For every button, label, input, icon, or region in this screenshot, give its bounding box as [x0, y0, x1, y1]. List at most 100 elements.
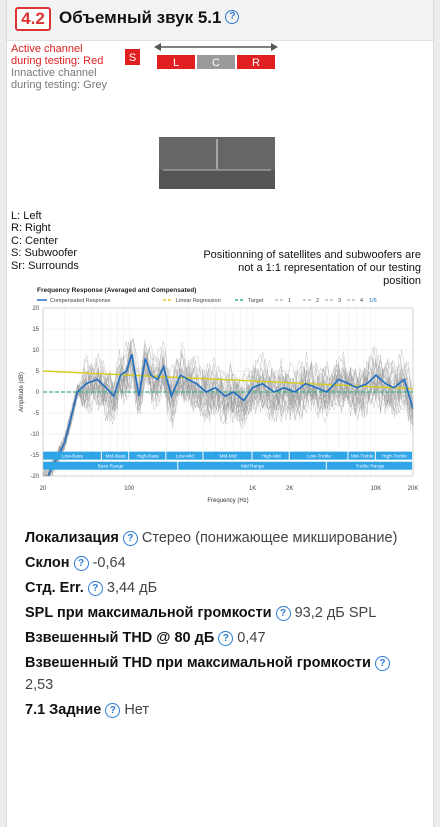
band-label: High-Bass [137, 453, 160, 459]
prop-value: 2,53 [25, 677, 54, 693]
y-tick-label: -5 [34, 411, 40, 417]
legend-label: Linear Regression [176, 298, 221, 304]
band-label: Treble Range [355, 464, 384, 470]
help-icon[interactable]: ? [374, 655, 390, 671]
help-icon[interactable]: ? [218, 630, 234, 646]
key-item: L: Left [11, 210, 42, 222]
band-label: Mid-Mid [219, 453, 236, 459]
prop-row: Взвешенный THD при максимальной громкост… [25, 652, 425, 696]
legend-label: 1/6 [369, 298, 377, 304]
y-tick-label: 10 [32, 348, 39, 354]
prop-row: Стд. Err.? 3,44 дБ [25, 577, 425, 599]
measurement-trace [43, 352, 414, 477]
positioning-note: Positionning of satellites and subwoofer… [203, 249, 421, 288]
legend-inactive-line: during testing: Grey [11, 79, 107, 91]
band-bar [166, 451, 203, 460]
legend-label: Target [248, 298, 264, 304]
prop-label: 7.1 Задние [25, 702, 102, 718]
note-line: Positionning of satellites and subwoofer… [203, 249, 421, 261]
chart-title: Frequency Response (Averaged and Compens… [37, 287, 196, 294]
section-title: Объемный звук 5.1? [59, 8, 240, 28]
prop-value: 3,44 дБ [106, 580, 158, 596]
measurement-trace [42, 348, 414, 477]
x-axis-label: Frequency (Hz) [207, 498, 248, 504]
subwoofer-label: S [129, 52, 136, 64]
key-item: C: Center [11, 234, 59, 247]
band-label: Mid Range [241, 464, 265, 470]
frequency-response-chart: Frequency Response (Averaged and Compens… [13, 286, 419, 518]
band-label: High-Mid [262, 453, 282, 459]
legend-inactive: Innactive channel during testing: Grey [11, 67, 107, 91]
band-bar [375, 451, 412, 460]
width-arrow [154, 43, 278, 51]
y-tick-label: 0 [36, 390, 40, 396]
band-bar [101, 451, 129, 460]
prop-value: Стерео (понижающее микширование) [141, 530, 398, 546]
speaker-right [237, 55, 275, 69]
legend-active-line: Active channel [11, 43, 83, 55]
plot-border [42, 307, 414, 477]
band-label: Low-Bass [62, 453, 84, 459]
band-label: Mid-Treble [351, 453, 374, 459]
help-icon[interactable]: ? [87, 580, 103, 596]
band-bar [289, 451, 348, 460]
prop-row: Взвешенный THD @ 80 дБ? 0,47 [25, 627, 425, 649]
legend-active: Active channel during testing: Red [11, 43, 103, 67]
band-label: Low-Treble [307, 453, 331, 459]
prop-value: Нет [124, 702, 150, 718]
legend-label: 4 [360, 298, 363, 304]
x-tick-label: 10K [371, 486, 382, 492]
band-bar [203, 451, 252, 460]
prop-value: -0,64 [92, 555, 126, 571]
key-item: R: Right [11, 222, 51, 235]
help-icon[interactable]: ? [73, 555, 89, 571]
y-tick-label: 5 [36, 369, 40, 375]
legend-active-line: during testing: Red [11, 55, 104, 67]
help-icon[interactable]: ? [122, 530, 138, 546]
prop-row: Локализация? Стерео (понижающее микширов… [25, 527, 425, 549]
band-bar [43, 451, 101, 460]
band-bar [178, 461, 326, 470]
legend-label: 2 [316, 298, 319, 304]
prop-value: 0,47 [237, 630, 266, 646]
legend-label: Compensated Response [50, 298, 111, 304]
legend-inactive-line: Innactive channel [11, 67, 97, 79]
band-bar [43, 461, 178, 470]
help-icon[interactable]: ? [225, 9, 240, 24]
prop-label: Склон [25, 555, 70, 571]
band-bar [348, 451, 375, 460]
help-icon[interactable]: ? [275, 605, 291, 621]
subwoofer-box [125, 49, 140, 65]
speaker-diagram: S L C R [125, 43, 278, 189]
y-tick-label: -20 [30, 474, 39, 480]
speaker-left-label: L [173, 57, 179, 69]
couch-icon [159, 137, 275, 189]
x-tick-label: 20 [40, 486, 47, 492]
prop-label: Локализация [25, 530, 119, 546]
y-tick-label: 15 [32, 327, 39, 333]
prop-label: Стд. Err. [25, 580, 84, 596]
y-tick-label: -10 [30, 432, 39, 438]
y-tick-label: 20 [32, 306, 39, 312]
prop-row: 7.1 Задние? Нет [25, 699, 425, 721]
help-icon[interactable]: ? [105, 702, 121, 718]
band-bar [326, 461, 412, 470]
note-line: not a 1:1 representation of our testing … [238, 262, 421, 287]
section-header: 4.2 Объемный звук 5.1? [7, 0, 433, 41]
speaker-center [197, 55, 235, 69]
legend-label: 3 [338, 298, 341, 304]
band-label: Mid-Bass [106, 453, 127, 459]
section-badge: 4.2 [15, 7, 51, 31]
prop-label: SPL при максимальной громкости [25, 605, 272, 621]
speaker-center-label: C [212, 57, 220, 69]
properties-list: Локализация? Стерео (понижающее микширов… [25, 527, 425, 724]
section-title-text: Объемный звук 5.1 [59, 8, 222, 27]
legend-label: 1 [288, 298, 291, 304]
prop-label: Взвешенный THD @ 80 дБ [25, 630, 215, 646]
measurement-trace [43, 348, 414, 477]
prop-label: Взвешенный THD при максимальной громкост… [25, 655, 371, 671]
x-tick-label: 1K [249, 486, 256, 492]
key-item: Sr: Surrounds [11, 259, 79, 272]
speaker-left [157, 55, 195, 69]
x-tick-label: 2K [286, 486, 293, 492]
